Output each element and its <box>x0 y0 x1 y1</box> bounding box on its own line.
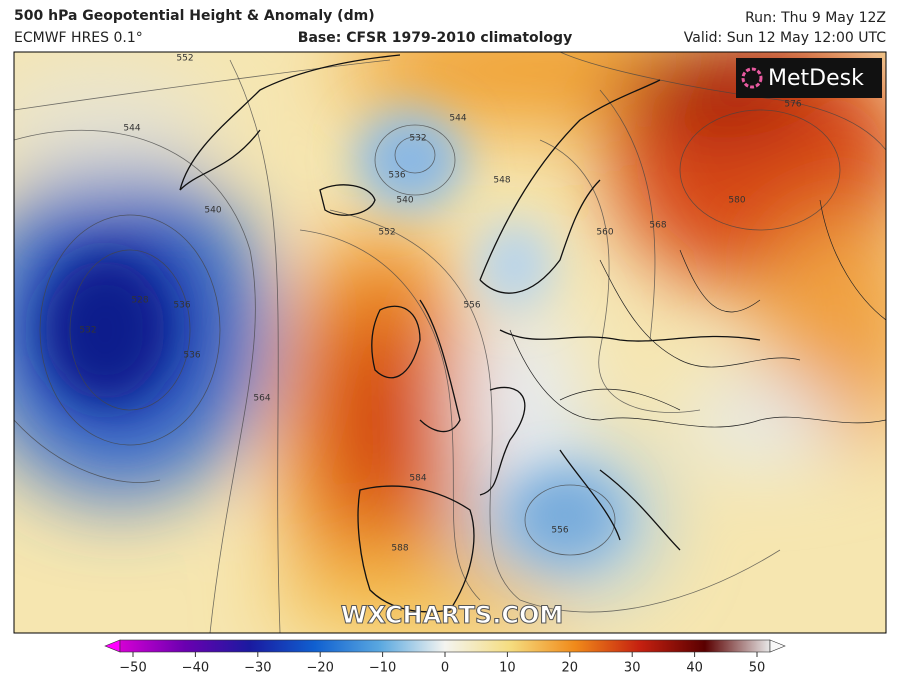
logo: MetDesk <box>768 66 864 91</box>
colorbar-high-end <box>769 639 786 653</box>
contour-label: 544 <box>449 114 466 124</box>
map-frame <box>13 51 887 634</box>
run: Run: Thu 9 May 12Z <box>745 10 886 26</box>
colorbar-tick-label: −30 <box>244 661 271 676</box>
contour-labels: 552 544 532 536 540 540 544 548 552 556 560 568 576 5… <box>79 54 801 554</box>
contour-label: 536 <box>183 351 200 361</box>
borders <box>509 199 886 428</box>
contour-label: 576 <box>784 100 801 110</box>
contour-label: 536 <box>173 301 190 311</box>
colorbar-ticks: −50 −40 −30 −20 −10 0 10 20 30 40 50 <box>119 652 765 676</box>
contour-label: 532 <box>79 326 96 336</box>
watermark: WXCHARTS.COM <box>341 601 563 629</box>
contour-label: 556 <box>551 526 568 536</box>
contour-label: 552 <box>378 228 395 238</box>
contour-label: 540 <box>204 206 221 216</box>
coastlines <box>179 54 761 613</box>
colorbar-tick-label: 20 <box>562 661 579 676</box>
contour-label: 548 <box>493 176 510 186</box>
valid: Valid: Sun 12 May 12:00 UTC <box>684 30 886 46</box>
colorbar-tick-label: 40 <box>686 661 703 676</box>
contour-label: 552 <box>176 54 193 64</box>
contour-label: 568 <box>649 221 666 231</box>
colorbar-tick-label: 10 <box>499 661 516 676</box>
colorbar-tick-label: 30 <box>624 661 641 676</box>
colorbar-tick-label: −20 <box>306 661 333 676</box>
contour-label: 528 <box>131 296 148 306</box>
map: MetDesk WXCHARTS.COM 5525445325365405405… <box>14 52 886 633</box>
model: ECMWF HRES 0.1° <box>14 30 143 46</box>
logo-icon <box>741 67 763 89</box>
contour-label: 540 <box>396 196 413 206</box>
contour-label: 532 <box>409 134 426 144</box>
colorbar-tick-label: −40 <box>182 661 209 676</box>
colorbar-tick-label: −10 <box>369 661 396 676</box>
contour-label: 564 <box>253 394 270 404</box>
contour-label: 556 <box>463 301 480 311</box>
colorbar-scale <box>119 639 771 653</box>
contours <box>14 52 886 633</box>
contour-label: 588 <box>391 544 408 554</box>
colorbar-low-end <box>104 639 121 653</box>
contour-label: 580 <box>728 196 745 206</box>
title: 500 hPa Geopotential Height & Anomaly (d… <box>14 8 375 24</box>
contour-label: 544 <box>123 124 140 134</box>
colorbar-tick-label: −50 <box>119 661 146 676</box>
contour-label: 584 <box>409 474 426 484</box>
base: Base: CFSR 1979-2010 climatology <box>298 30 572 46</box>
colorbar: −50 −40 −30 −20 −10 0 10 20 30 40 50 <box>104 639 786 676</box>
contour-label: 536 <box>388 171 405 181</box>
colorbar-tick-label: 50 <box>749 661 766 676</box>
contour-label: 560 <box>596 228 613 238</box>
colorbar-tick-label: 0 <box>441 661 449 676</box>
